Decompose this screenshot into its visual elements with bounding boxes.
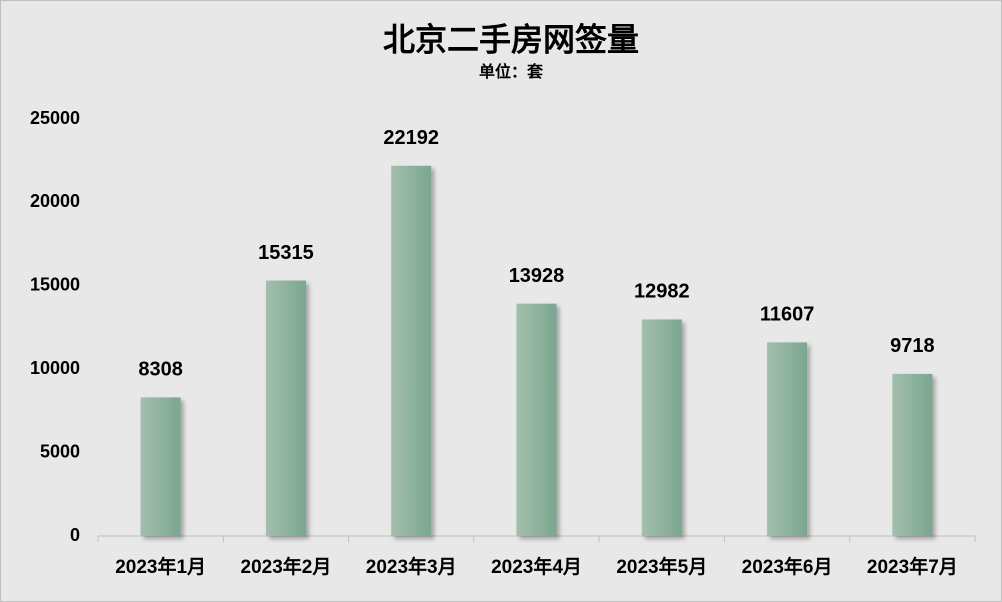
data-label: 15315 bbox=[258, 242, 314, 264]
data-label: 9718 bbox=[890, 335, 935, 357]
x-tick-label: 2023年1月 bbox=[115, 555, 206, 578]
y-tick-label: 0 bbox=[70, 525, 80, 545]
data-label: 12982 bbox=[634, 281, 690, 303]
bar bbox=[391, 165, 432, 536]
chart-title: 北京二手房网签量 bbox=[383, 21, 639, 57]
y-tick-label: 10000 bbox=[30, 358, 80, 378]
bar bbox=[892, 373, 933, 536]
bar bbox=[140, 397, 181, 536]
x-tick-label: 2023年3月 bbox=[366, 555, 457, 578]
x-tick-label: 2023年6月 bbox=[742, 555, 833, 578]
y-tick-label: 15000 bbox=[30, 275, 80, 295]
y-tick-label: 20000 bbox=[30, 191, 80, 211]
bar bbox=[516, 303, 557, 536]
data-label: 13928 bbox=[509, 265, 565, 287]
y-tick-label: 25000 bbox=[30, 108, 80, 128]
x-tick-label: 2023年4月 bbox=[491, 555, 582, 578]
y-tick-label: 5000 bbox=[40, 441, 80, 461]
x-tick-label: 2023年2月 bbox=[241, 555, 332, 578]
chart-subtitle: 单位：套 bbox=[479, 62, 544, 81]
data-label: 8308 bbox=[138, 359, 183, 381]
data-label: 11607 bbox=[760, 304, 815, 326]
data-label: 22192 bbox=[383, 127, 439, 149]
bar bbox=[265, 280, 306, 536]
bar bbox=[767, 342, 808, 536]
x-tick-label: 2023年7月 bbox=[867, 555, 958, 578]
x-tick-label: 2023年5月 bbox=[616, 555, 707, 578]
bar bbox=[641, 319, 682, 536]
